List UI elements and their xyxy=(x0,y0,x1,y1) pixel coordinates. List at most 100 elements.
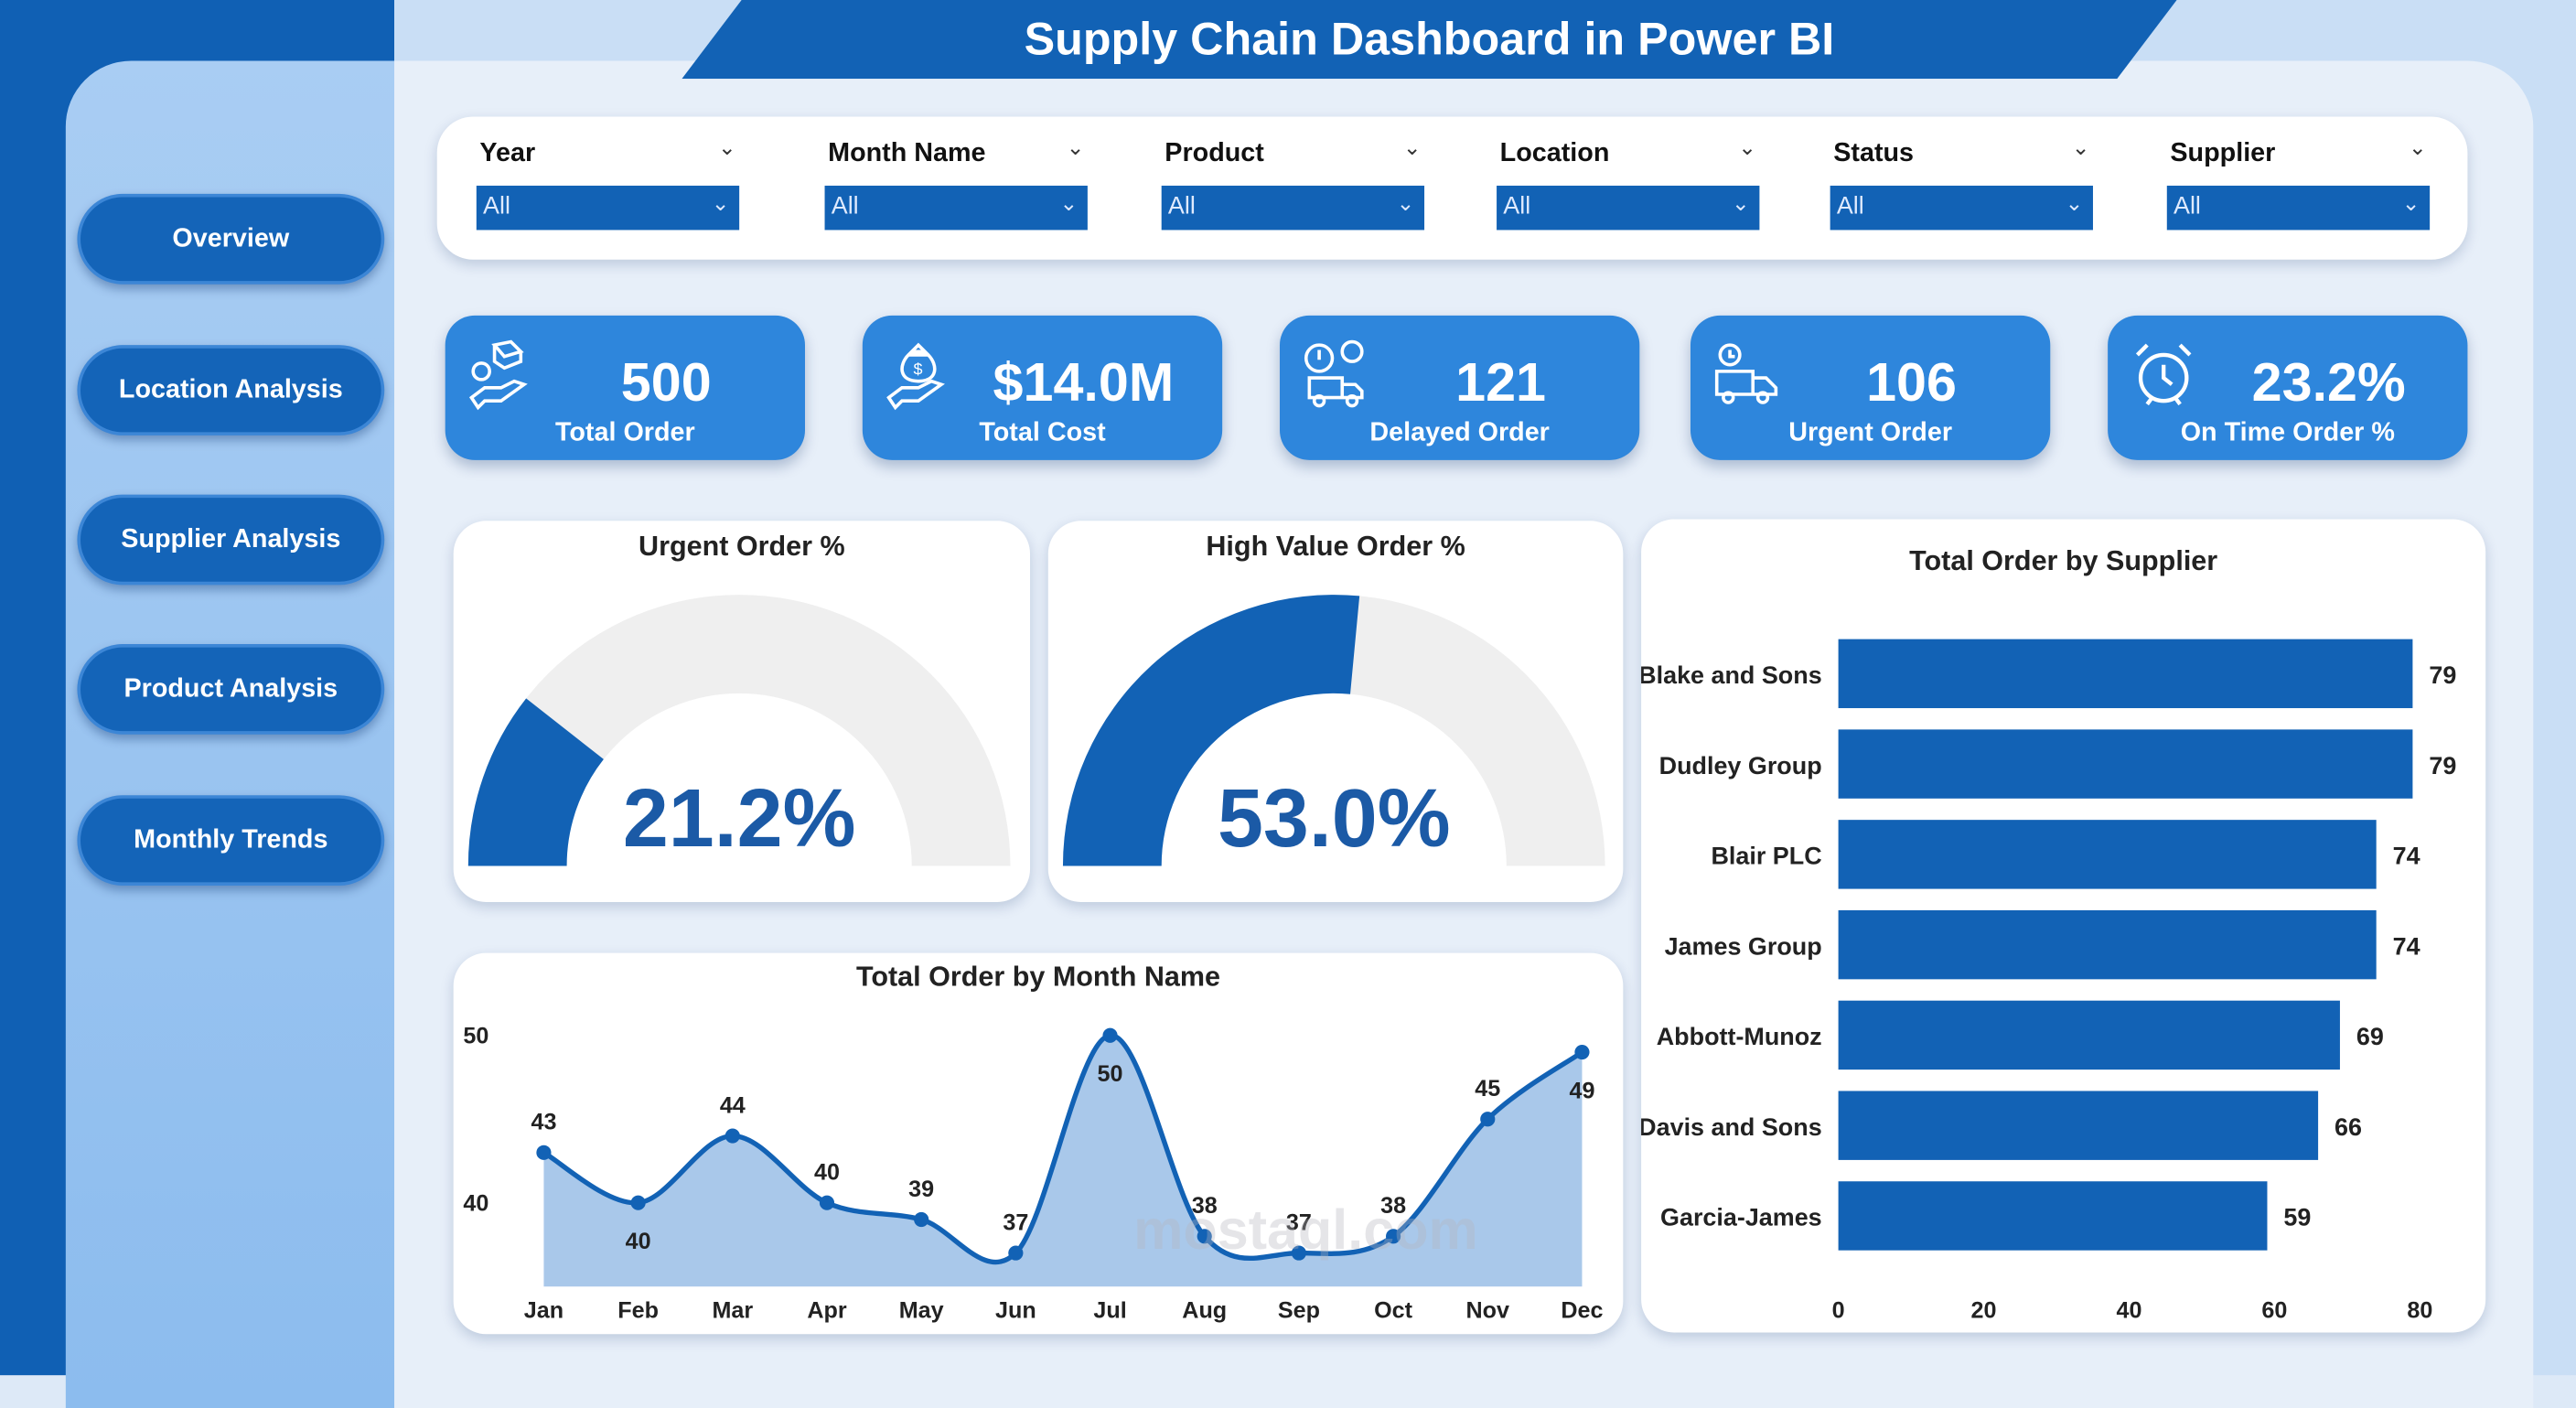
kpi-label: Total Order xyxy=(554,418,695,447)
money-bag-hand-icon: $ xyxy=(886,342,945,411)
nav-location-analysis[interactable]: Location Analysis xyxy=(77,345,385,435)
data-point xyxy=(536,1145,552,1160)
x-tick-label: 80 xyxy=(2407,1297,2432,1323)
nav-supplier-analysis[interactable]: Supplier Analysis xyxy=(77,494,385,586)
data-label: 49 xyxy=(1569,1078,1594,1103)
data-label: 37 xyxy=(1286,1209,1312,1235)
bar-value-label: 69 xyxy=(2356,1023,2384,1050)
chevron-down-icon[interactable]: ⌄ xyxy=(717,134,736,160)
data-point xyxy=(1291,1245,1306,1261)
x-tick-label: 0 xyxy=(1832,1297,1845,1323)
chart-title: Urgent Order % xyxy=(639,531,845,563)
gauge-fill xyxy=(1062,595,1360,866)
bar-category-label: Blair PLC xyxy=(1711,843,1821,870)
box-hand-icon xyxy=(468,339,528,411)
nav-product-analysis[interactable]: Product Analysis xyxy=(77,643,385,735)
data-label: 37 xyxy=(1003,1209,1028,1235)
gauge-value: 53.0% xyxy=(1218,773,1451,865)
chevron-down-icon: ⌄ xyxy=(2065,190,2084,216)
slicer-label: Location xyxy=(1499,139,1610,168)
bar-category-label: Abbott-Munoz xyxy=(1657,1023,1822,1050)
chevron-down-icon[interactable]: ⌄ xyxy=(2408,134,2427,160)
data-point xyxy=(1008,1245,1024,1261)
slicer-value: All xyxy=(2173,192,2201,220)
slicer-label: Month Name xyxy=(828,139,986,168)
bar-value-label: 79 xyxy=(2429,661,2456,689)
kpi-label: Total Cost xyxy=(979,418,1106,447)
nav-overview[interactable]: Overview xyxy=(77,193,385,285)
data-label: 43 xyxy=(531,1110,556,1135)
bar xyxy=(1838,639,2413,709)
kpi-value: 106 xyxy=(1866,351,1957,413)
slicer-value: All xyxy=(482,192,510,220)
bar-category-label: James Group xyxy=(1665,932,1822,960)
x-tick-label: 20 xyxy=(1971,1297,1997,1323)
slicer-dropdown[interactable]: All ⌄ xyxy=(824,185,1088,231)
slicer-dropdown[interactable]: All ⌄ xyxy=(1830,185,2093,231)
urgent-order-gauge: 21.2% xyxy=(467,595,1011,866)
x-tick-label: Jul xyxy=(1093,1297,1126,1323)
chevron-down-icon[interactable]: ⌄ xyxy=(1738,134,1756,160)
bar-value-label: 79 xyxy=(2429,752,2456,779)
slicer-label: Status xyxy=(1833,139,1915,168)
kpi-on-time-order: 23.2% On Time Order % xyxy=(2108,315,2468,460)
kpi-value: 23.2% xyxy=(2251,351,2406,413)
urgent-order-gauge-card: Urgent Order % 21.2% xyxy=(453,521,1031,902)
data-label: 50 xyxy=(1098,1061,1123,1087)
slicer-dropdown[interactable]: All ⌄ xyxy=(1497,185,1760,231)
x-tick-label: May xyxy=(899,1297,944,1323)
data-label: 38 xyxy=(1380,1193,1406,1219)
x-tick-label: Feb xyxy=(617,1297,659,1323)
chevron-down-icon[interactable]: ⌄ xyxy=(1066,134,1085,160)
chevron-down-icon[interactable]: ⌄ xyxy=(2071,134,2090,160)
delivery-truck-clock-icon xyxy=(1304,339,1364,408)
chevron-down-icon: ⌄ xyxy=(711,190,730,216)
data-point xyxy=(914,1211,929,1228)
kpi-label: Urgent Order xyxy=(1788,418,1953,447)
x-tick-label: 60 xyxy=(2261,1297,2287,1323)
chevron-down-icon: ⌄ xyxy=(1059,190,1079,216)
slicer-label: Year xyxy=(479,139,536,168)
x-tick-label: Dec xyxy=(1561,1297,1603,1323)
chevron-down-icon: ⌄ xyxy=(1396,190,1415,216)
kpi-total-cost: $ $14.0M Total Cost xyxy=(862,315,1223,460)
bar-value-label: 59 xyxy=(2283,1204,2311,1231)
x-tick-label: 40 xyxy=(2117,1297,2142,1323)
data-point xyxy=(1386,1229,1401,1244)
slicer-dropdown[interactable]: All ⌄ xyxy=(1161,185,1425,231)
x-tick-label: Sep xyxy=(1278,1297,1320,1323)
data-point xyxy=(819,1195,835,1210)
slicer-dropdown[interactable]: All ⌄ xyxy=(2166,185,2431,231)
gauge-fill xyxy=(467,698,604,866)
bar-category-label: Dudley Group xyxy=(1659,752,1822,779)
x-tick-label: Oct xyxy=(1374,1297,1413,1323)
nav-monthly-trends[interactable]: Monthly Trends xyxy=(77,795,385,886)
chevron-down-icon: ⌄ xyxy=(2401,190,2420,216)
monthly-area-chart: 40 50 43 Jan 40 Feb 44 Mar 40 Apr 39 May 37 Jun 50 Jul 3… xyxy=(463,1024,1603,1324)
bar-category-label: Davis and Sons xyxy=(1641,1113,1822,1141)
data-label: 40 xyxy=(626,1229,651,1254)
page-title: Supply Chain Dashboard in Power BI xyxy=(682,0,2177,80)
kpi-value: $14.0M xyxy=(993,351,1175,413)
slicer-value: All xyxy=(1836,192,1864,220)
data-label: 38 xyxy=(1192,1193,1218,1219)
bar xyxy=(1838,820,2377,889)
high-value-gauge-card: High Value Order % 53.0% xyxy=(1047,521,1624,902)
kpi-value: 500 xyxy=(620,351,712,413)
high-value-order-gauge: 53.0% xyxy=(1062,595,1605,866)
chart-title: Total Order by Supplier xyxy=(1909,545,2218,577)
slicer-dropdown[interactable]: All ⌄ xyxy=(476,185,740,231)
slicer-label: Supplier xyxy=(2170,139,2276,168)
monthly-line-card: Total Order by Month Name 40 50 43 Jan 40 Feb… xyxy=(453,952,1624,1335)
data-point xyxy=(1480,1112,1496,1127)
kpi-delayed-order: 121 Delayed Order xyxy=(1280,315,1640,460)
x-tick-label: Nov xyxy=(1466,1297,1509,1323)
urgent-truck-icon xyxy=(1714,343,1778,404)
chevron-down-icon: ⌄ xyxy=(1732,190,1750,216)
x-tick-label: Mar xyxy=(712,1297,753,1323)
area-fill xyxy=(543,1035,1583,1287)
svg-text:$: $ xyxy=(914,360,923,378)
x-tick-label: Aug xyxy=(1182,1297,1227,1323)
chevron-down-icon[interactable]: ⌄ xyxy=(1402,134,1422,160)
